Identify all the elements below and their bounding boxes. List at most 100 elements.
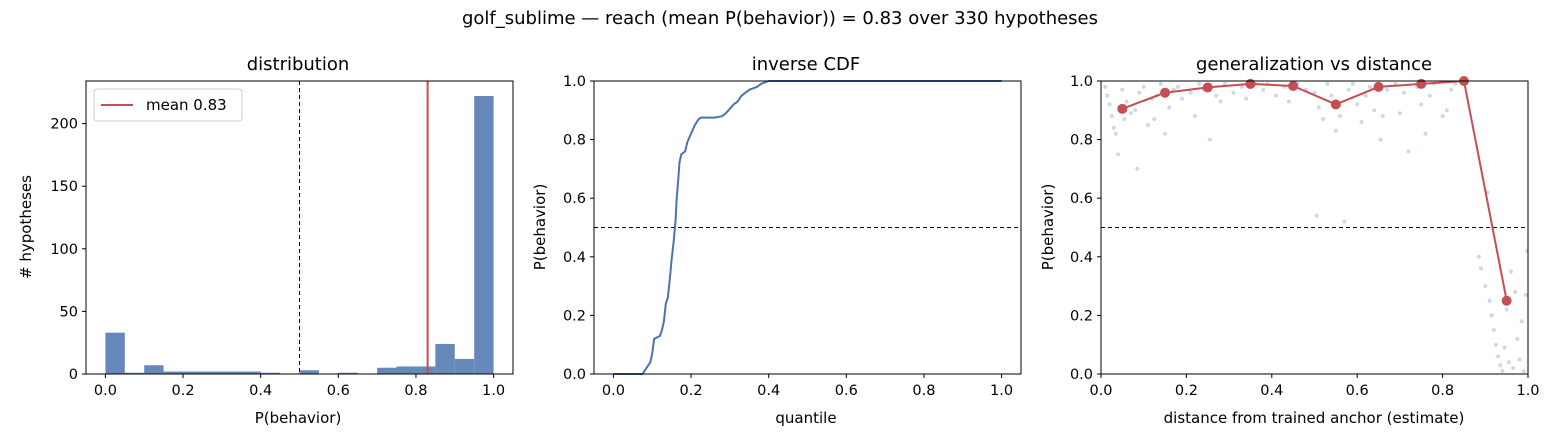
scatter-point [1316,105,1321,110]
scatter-point [1378,137,1383,142]
binned-mean-markers [1117,76,1512,306]
distribution-title: distribution [247,54,350,75]
scatter-point [1483,284,1488,289]
scatter-point [1133,108,1138,113]
scatter-point [1163,131,1168,136]
x-tick-label: 0.8 [912,383,935,399]
scatter-point [1498,363,1503,368]
scatter-point [1175,84,1180,89]
x-tick-label: 0.2 [680,383,703,399]
binned-mean-marker [1202,82,1213,93]
scatter-point [1261,87,1266,92]
x-tick-label: 0.4 [757,383,780,399]
histogram-bar [144,365,164,374]
scatter-point [1286,99,1291,104]
scatter-point [1314,213,1319,218]
inverse-cdf-axes-frame [593,80,1022,375]
scatter-point [1500,369,1505,374]
y-tick-label: 0.2 [563,308,586,324]
y-tick-label: 0.6 [563,191,586,207]
x-tick-label: 0.4 [1260,383,1283,399]
scatter-point [1167,105,1172,110]
figure-title: golf_sublime — reach (mean P(behavior)) … [462,8,1098,29]
x-tick-label: 0.6 [327,383,350,399]
scatter-point [1231,90,1236,95]
scatter-point [1333,128,1338,133]
scatter-point [1325,81,1330,86]
histogram-bar [454,358,475,374]
inverse-cdf-ticks: 0.0 0.2 0.4 0.6 0.8 1.0 0.0 0.2 0.4 0.6 0.8 1.0 [563,74,1013,399]
binned-mean-marker [1416,78,1427,89]
scatter-point [1444,108,1449,113]
scatter-point [1350,81,1355,86]
binned-mean-marker [1117,103,1128,114]
inverse-cdf-title: inverse CDF [752,54,861,75]
scatter-point [1453,81,1458,86]
scatter-point [1502,345,1507,350]
histogram-bar [241,371,261,374]
scatter-point [1372,108,1377,113]
scatter-point [1368,84,1373,89]
x-tick-label: 0.6 [835,383,858,399]
x-tick-label: 0.0 [602,383,625,399]
scatter-point [1487,298,1492,303]
scatter-point [1355,102,1360,107]
histogram-bar [260,372,281,374]
y-tick-label: 200 [50,117,78,133]
scatter-point [1513,289,1518,294]
scatter-point [1508,269,1513,274]
histogram-bar [299,370,319,374]
legend-label: mean 0.83 [146,96,227,114]
distribution-xlabel: P(behavior) [255,409,342,427]
histogram-bars [105,96,494,375]
generalization-ylabel: P(behavior) [1039,184,1057,271]
histogram-bar [435,343,455,374]
scatter-point [1449,87,1454,92]
scatter-point [1105,93,1110,98]
y-tick-label: 150 [50,179,78,195]
scatter-points [1103,81,1528,374]
histogram-bar [105,332,125,374]
scatter-point [1511,366,1516,371]
scatter-point [1440,114,1445,119]
distribution-panel: distribution 0.0 0.2 0.4 0.6 0.8 1.0 0 50 100 150… [17,54,514,427]
x-tick-label: 1.0 [990,383,1013,399]
scatter-point [1141,84,1146,89]
histogram-bar [202,371,222,374]
histogram-bar [415,366,436,374]
scatter-point [1397,111,1402,116]
scatter-point [1113,131,1118,136]
cdf-series-line [613,80,1002,375]
scatter-point [1523,292,1528,297]
binned-mean-marker [1330,99,1341,110]
scatter-point [1239,84,1244,89]
scatter-point [1338,114,1343,119]
scatter-point [1103,84,1108,89]
scatter-point [1207,137,1212,142]
y-tick-label: 0.4 [1070,250,1093,266]
histogram-bar [377,367,397,374]
scatter-point [1496,354,1501,359]
scatter-point [1107,102,1112,107]
generalization-title: generalization vs distance [1196,54,1432,75]
scatter-point [1346,87,1351,92]
inverse-cdf-xlabel: quantile [775,409,836,427]
scatter-point [1128,111,1133,116]
x-tick-label: 1.0 [1516,383,1539,399]
inverse-cdf-ylabel: P(behavior) [531,184,549,271]
scatter-point [1363,93,1368,98]
generalization-axes-frame [1100,80,1529,375]
y-tick-label: 0.0 [563,367,586,383]
binned-mean-marker [1245,78,1256,89]
histogram-bar [221,371,242,374]
scatter-point [1491,328,1496,333]
histogram-bar [183,371,203,374]
scatter-point [1116,152,1121,157]
y-tick-label: 1.0 [563,74,586,90]
scatter-point [1380,114,1385,119]
scatter-point [1109,114,1114,119]
scatter-point [1427,93,1432,98]
scatter-point [1515,336,1520,341]
scatter-point [1274,93,1279,98]
